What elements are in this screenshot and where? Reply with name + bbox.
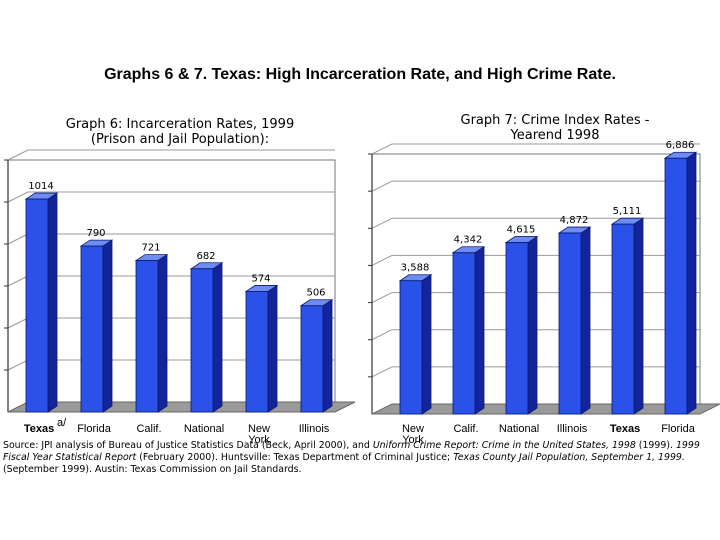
bar-side [527, 235, 538, 415]
bar-side [322, 298, 333, 413]
category-label: Florida [77, 423, 112, 435]
value-label: 574 [251, 273, 270, 284]
source-text-3: (February 2000). Huntsville: Texas Depar… [136, 452, 454, 463]
bar-side [633, 217, 644, 415]
bar-national [190, 268, 214, 413]
value-label: 6,886 [666, 140, 695, 151]
gridline-depth [371, 217, 393, 229]
source-italic-2: 1999 Fiscal Year Statistical Report [3, 440, 700, 463]
gridline-depth [371, 329, 393, 341]
gridline-depth [7, 233, 29, 245]
bar-florida [80, 245, 104, 413]
gridline-depth [371, 366, 393, 378]
main-title: Graphs 6 & 7. Texas: High Incarceration … [104, 66, 616, 83]
category-label: York [402, 434, 424, 446]
gridline-depth [371, 180, 393, 192]
category-label: New [402, 423, 424, 435]
category-label: National [499, 423, 539, 435]
bar-newyork [399, 280, 423, 415]
source-text-4: (September 1999). Austin: Texas Commissi… [3, 464, 302, 475]
gridline-depth [371, 254, 393, 266]
gridline-depth [371, 143, 393, 155]
source-note: Source: JPI analysis of Bureau of Justic… [3, 440, 719, 476]
bar-side [267, 284, 278, 413]
bar-texas [25, 198, 49, 413]
graph7-title: Graph 7: Crime Index Rates - Yearend 199… [460, 113, 650, 143]
category-label: Calif. [453, 423, 478, 435]
category-label: Calif. [136, 423, 161, 435]
source-text-1: Source: JPI analysis of Bureau of Justic… [3, 440, 373, 451]
category-label: York [248, 434, 270, 446]
bar-side [474, 245, 485, 415]
gridline-depth [7, 359, 29, 371]
graph6-title: Graph 6: Incarceration Rates, 1999 (Pris… [65, 117, 295, 147]
value-label: 4,342 [454, 235, 483, 246]
bar-side [421, 273, 432, 415]
plot-wall [7, 159, 336, 413]
chart-1: 1014 Texas a/790 Florida 721 Calif. 682 Nationa… [4, 149, 356, 446]
gridline-depth [7, 149, 29, 161]
value-label: 4,872 [560, 215, 589, 226]
bar-calif [135, 260, 159, 413]
bar-side [686, 151, 697, 415]
bar-side [580, 226, 591, 415]
value-label: 790 [86, 228, 105, 239]
bar-illinois [558, 232, 582, 415]
value-label: 4,615 [507, 225, 536, 236]
gridline-depth [371, 292, 393, 304]
value-label: 506 [306, 288, 325, 299]
bar-illinois [300, 305, 324, 413]
bar-national [505, 242, 529, 415]
bar-texas [611, 223, 635, 415]
value-label: 682 [196, 251, 215, 262]
gridline-depth [7, 191, 29, 203]
category-label: Illinois [557, 423, 588, 435]
bar-calif [452, 252, 476, 415]
bar-side [47, 192, 58, 413]
bar-side [212, 262, 223, 413]
bar-florida [664, 157, 688, 415]
gridline-depth [7, 275, 29, 287]
gridline-depth [7, 317, 29, 329]
value-label: 3,588 [401, 263, 430, 274]
category-label: Texas [610, 423, 640, 435]
category-label: Illinois [299, 423, 330, 435]
bar-side [157, 253, 168, 413]
source-italic-1: Uniform Crime Report: Crime in the Unite… [372, 440, 636, 451]
category-label: National [184, 423, 224, 435]
footnote-marker: a/ [57, 417, 67, 429]
value-label: 1014 [28, 181, 53, 192]
category-label: New [248, 423, 270, 435]
value-label: 5,111 [613, 206, 642, 217]
value-label: 721 [141, 243, 160, 254]
source-text-2: (1999). [635, 440, 676, 451]
source-italic-3: Texas County Jail Population, September … [453, 452, 685, 463]
category-label: Texas [24, 423, 54, 435]
bar-side [102, 239, 113, 413]
bar-newyork [245, 291, 269, 413]
category-label: Florida [661, 423, 696, 435]
